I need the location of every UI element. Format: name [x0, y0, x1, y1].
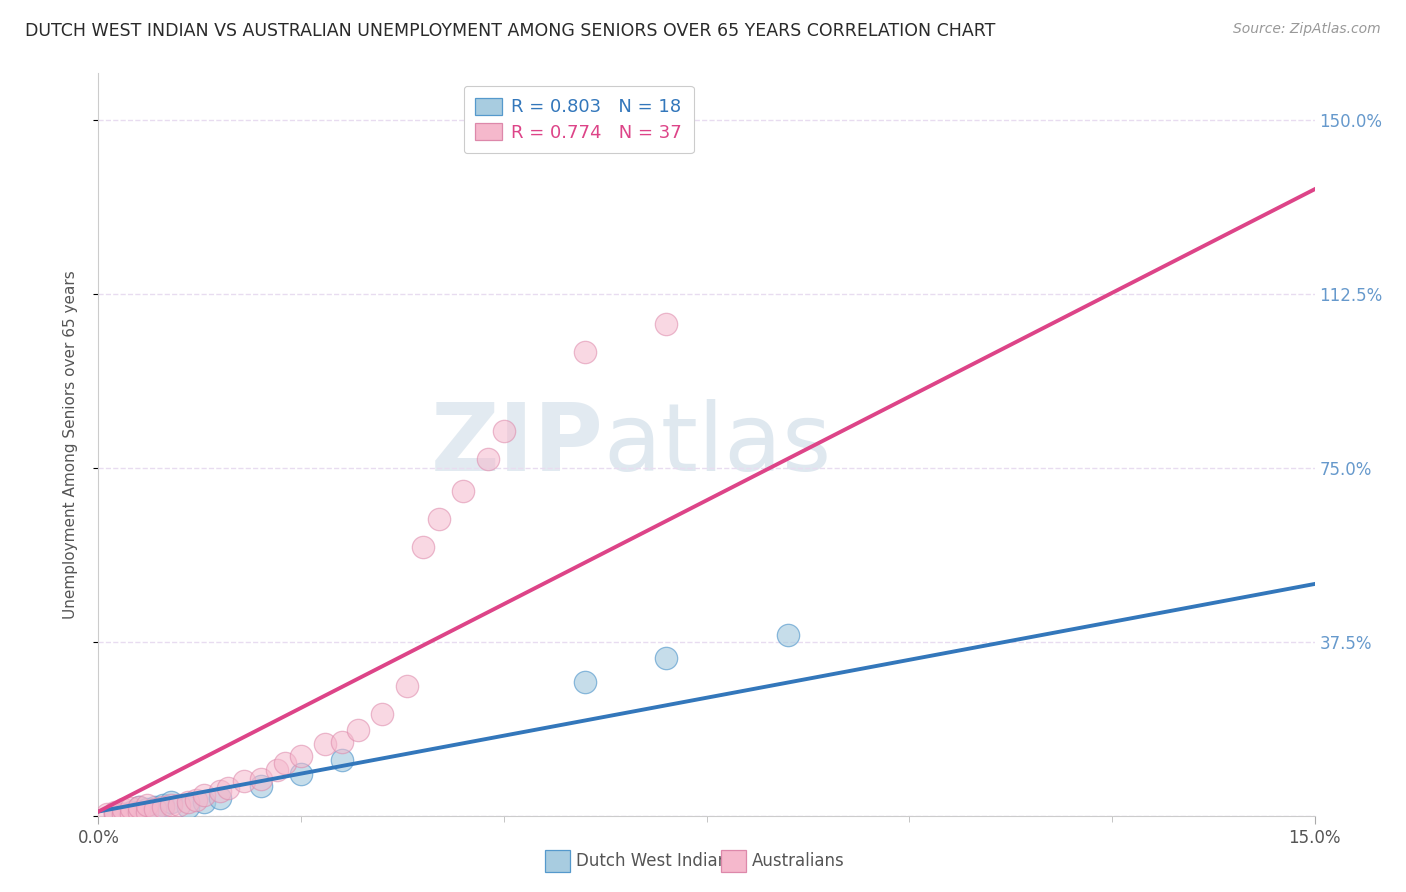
Text: Australians: Australians	[752, 852, 844, 870]
Point	[160, 797, 183, 812]
Point	[176, 795, 198, 809]
Point	[104, 806, 127, 821]
Point	[120, 801, 142, 815]
Point	[111, 806, 134, 821]
Point	[136, 805, 159, 819]
Point	[176, 800, 198, 814]
Point	[120, 805, 142, 820]
Point	[184, 793, 207, 807]
Text: Source: ZipAtlas.com: Source: ZipAtlas.com	[1233, 22, 1381, 37]
Point	[111, 802, 134, 816]
Point	[128, 805, 150, 820]
Point	[233, 774, 256, 789]
Point	[330, 735, 353, 749]
Y-axis label: Unemployment Among Seniors over 65 years: Unemployment Among Seniors over 65 years	[63, 270, 77, 619]
Text: ZIP: ZIP	[430, 399, 603, 491]
Point	[209, 783, 232, 797]
Point	[655, 651, 678, 665]
Point	[249, 779, 271, 793]
Point	[136, 802, 159, 816]
Point	[314, 737, 336, 751]
Point	[152, 797, 174, 812]
Point	[169, 797, 191, 812]
Point	[492, 424, 515, 438]
Point	[290, 767, 312, 781]
Point	[96, 806, 118, 821]
Text: DUTCH WEST INDIAN VS AUSTRALIAN UNEMPLOYMENT AMONG SENIORS OVER 65 YEARS CORRELA: DUTCH WEST INDIAN VS AUSTRALIAN UNEMPLOY…	[25, 22, 995, 40]
Point	[574, 344, 596, 359]
Point	[143, 800, 166, 814]
Point	[128, 800, 150, 814]
Point	[160, 795, 183, 809]
Point	[274, 756, 297, 770]
Point	[111, 806, 134, 821]
Point	[776, 628, 799, 642]
Point	[104, 806, 127, 821]
Point	[477, 451, 499, 466]
Legend: R = 0.803   N = 18, R = 0.774   N = 37: R = 0.803 N = 18, R = 0.774 N = 37	[464, 86, 695, 153]
Point	[128, 800, 150, 814]
Point	[427, 512, 450, 526]
Point	[143, 802, 166, 816]
Text: Dutch West Indians: Dutch West Indians	[576, 852, 737, 870]
Point	[412, 540, 434, 554]
Point	[193, 795, 215, 809]
Point	[290, 748, 312, 763]
Point	[347, 723, 370, 738]
Point	[330, 754, 353, 768]
Point	[104, 805, 127, 819]
Point	[120, 806, 142, 821]
Point	[217, 781, 239, 796]
Point	[453, 484, 475, 499]
Point	[655, 317, 678, 331]
Point	[128, 805, 150, 819]
Point	[266, 763, 288, 777]
Text: atlas: atlas	[603, 399, 831, 491]
Point	[371, 706, 394, 721]
Point	[395, 679, 418, 693]
Point	[574, 674, 596, 689]
Point	[136, 797, 159, 812]
Point	[209, 790, 232, 805]
Point	[152, 800, 174, 814]
Point	[193, 789, 215, 803]
Point	[249, 772, 271, 786]
